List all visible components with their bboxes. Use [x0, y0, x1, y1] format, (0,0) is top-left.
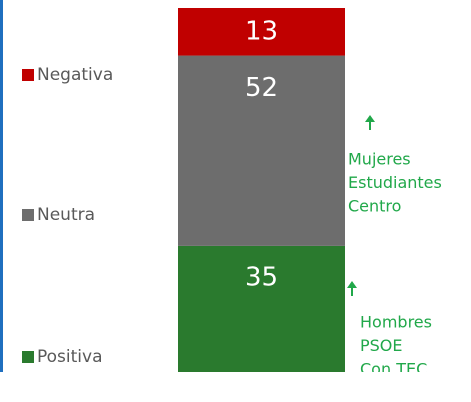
annotation: Centro — [348, 197, 401, 216]
legend-swatch — [22, 69, 34, 81]
bar-segment — [178, 245, 345, 372]
data-label: 35 — [245, 262, 278, 292]
annotation: PSOE — [360, 336, 403, 355]
annotation: Hombres — [360, 313, 432, 332]
annotation: Estudiantes — [348, 173, 442, 192]
legend-label: Neutra — [37, 205, 95, 225]
legend-swatch — [22, 209, 34, 221]
annotation: Mujeres — [348, 150, 411, 169]
data-label: 52 — [245, 73, 278, 103]
bar-segment — [178, 8, 345, 56]
legend-swatch — [22, 351, 34, 363]
annotation: Con TEC. — [360, 360, 432, 379]
legend-label: Negativa — [37, 65, 113, 85]
data-label: 13 — [245, 16, 278, 46]
arrow-up — [347, 281, 357, 296]
arrow-up — [365, 115, 375, 130]
bar-segment — [178, 55, 345, 246]
legend-label: Positiva — [37, 347, 103, 367]
plot: 35 52 13 Mujeres Estudiantes Centro Hombres PSO… — [178, 8, 442, 379]
